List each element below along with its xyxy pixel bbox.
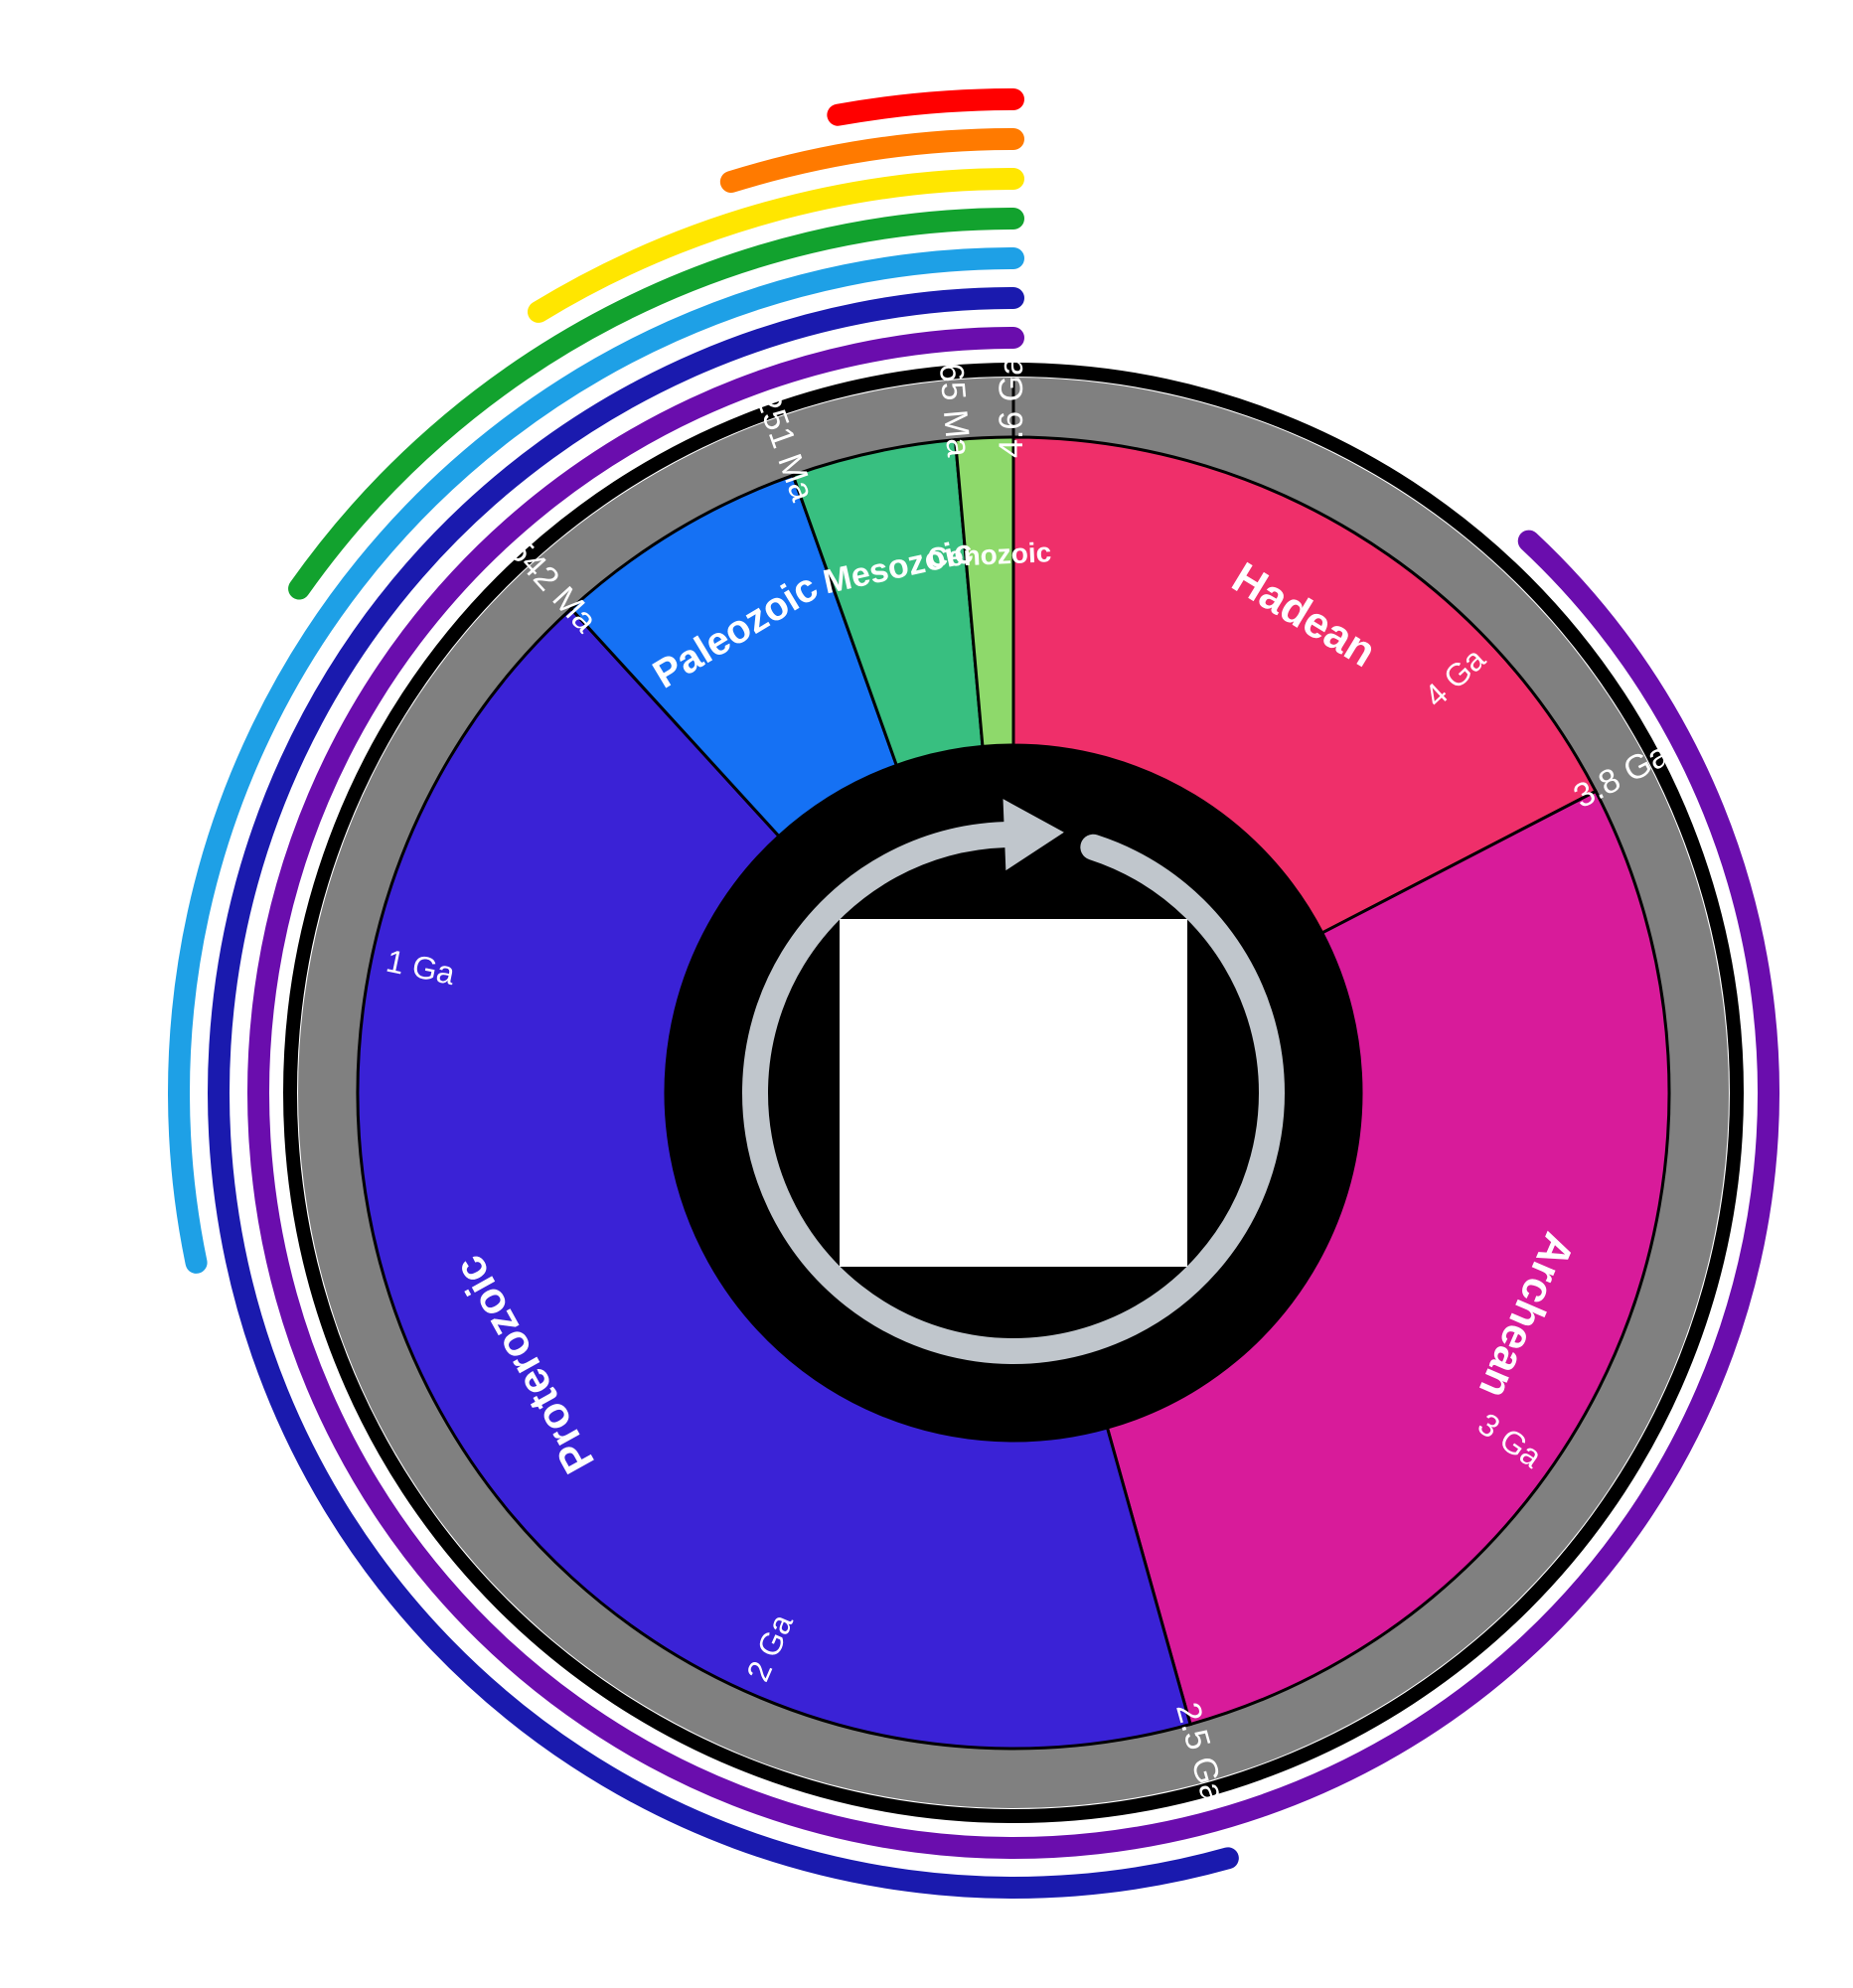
tick-label-0: 4.6 Ga bbox=[993, 357, 1030, 458]
inner-white-square bbox=[840, 919, 1187, 1267]
eon-label-cenozoic: Cenozoic bbox=[927, 536, 1052, 572]
rainbow-arc-6 bbox=[838, 99, 1013, 115]
